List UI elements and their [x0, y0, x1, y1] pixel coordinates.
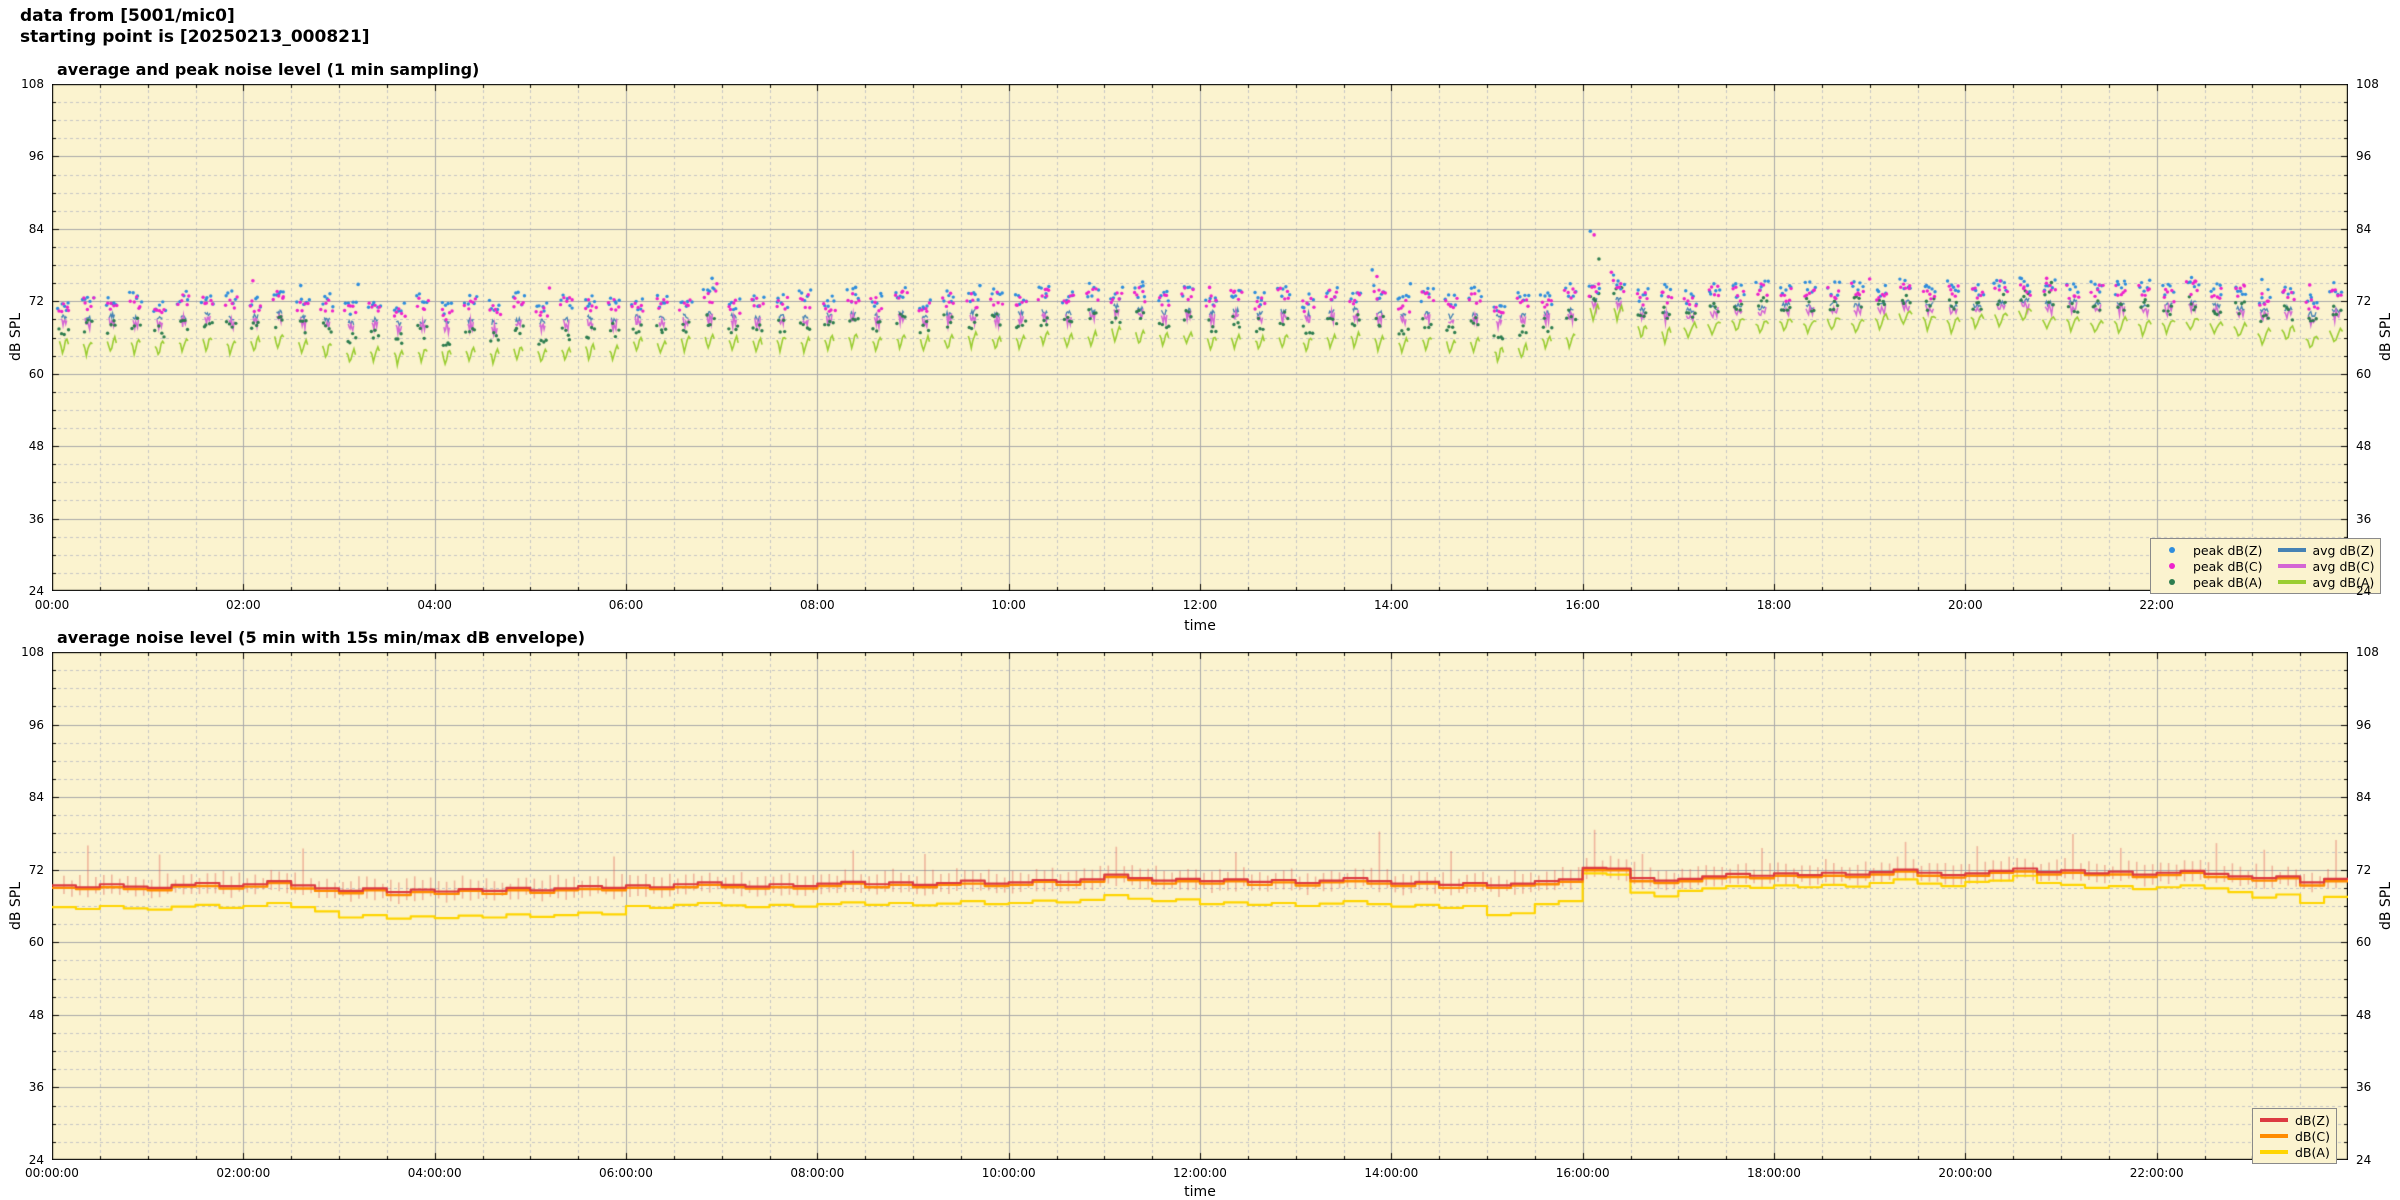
y-tick-label: 108: [21, 645, 44, 659]
legend-line-marker: [2259, 1118, 2289, 1122]
y-tick-label: 24: [28, 1153, 44, 1167]
y-tick-label: 60: [28, 366, 44, 381]
legend-line-marker: [2259, 1134, 2289, 1138]
header-line-1: data from [5001/mic0]: [20, 6, 235, 26]
legend-line-marker: [2259, 1150, 2289, 1154]
y-tick-label: 48: [28, 1007, 44, 1022]
y-tick-label: 72: [2356, 862, 2372, 877]
x-tick-label: 00:00:00: [25, 1166, 79, 1180]
x-tick-label: 12:00:00: [1173, 1166, 1227, 1180]
x-tick-label: 02:00:00: [216, 1166, 271, 1180]
legend-label: dB(Z): [2295, 1112, 2330, 1128]
y-tick-label: 36: [28, 1080, 44, 1095]
x-tick-label: 14:00:00: [1364, 1166, 1419, 1180]
chart-bottom-ylabel-left: dB SPL: [8, 881, 24, 931]
x-tick-label: 12:00: [1182, 598, 1218, 612]
y-tick-label: 72: [28, 862, 44, 877]
y-tick-label: 84: [2356, 221, 2372, 236]
chart-top-title: average and peak noise level (1 min samp…: [57, 60, 480, 79]
x-tick-label: 06:00:00: [599, 1166, 653, 1180]
x-tick-label: 16:00:00: [1555, 1166, 1610, 1180]
legend-label: peak dB(Z): [2193, 542, 2263, 558]
y-tick-label: 72: [28, 294, 44, 309]
y-tick-label: 84: [28, 790, 44, 805]
legend-label: avg dB(Z): [2312, 542, 2375, 558]
chart-bottom-xlabel: time: [1184, 1184, 1216, 1200]
legend-label: dB(A): [2295, 1144, 2330, 1160]
chart-top-ylabel-left: dB SPL: [8, 312, 24, 362]
y-tick-label: 24: [2356, 1153, 2372, 1167]
x-tick-label: 04:00:00: [407, 1166, 462, 1180]
legend-item: peak dB(A): [2157, 574, 2263, 590]
y-tick-label: 60: [2356, 935, 2372, 950]
legend-item: avg dB(A): [2277, 574, 2375, 590]
legend-item: peak dB(C): [2157, 558, 2263, 574]
y-tick-label: 36: [28, 511, 44, 526]
y-tick-label: 36: [2356, 511, 2372, 526]
x-tick-label: 10:00:00: [981, 1166, 1036, 1180]
header-line-2: starting point is [20250213_000821]: [20, 27, 370, 47]
x-tick-label: 16:00: [1565, 598, 1600, 612]
legend-item: dB(C): [2259, 1128, 2330, 1144]
y-tick-label: 108: [21, 77, 44, 91]
legend-label: avg dB(A): [2312, 574, 2375, 590]
legend-label: avg dB(C): [2312, 558, 2375, 574]
x-tick-label: 18:00:00: [1747, 1166, 1801, 1180]
legend-item: avg dB(Z): [2277, 542, 2375, 558]
x-tick-label: 02:00: [226, 598, 261, 612]
x-tick-label: 10:00: [991, 598, 1026, 612]
legend-item: avg dB(C): [2277, 558, 2375, 574]
y-tick-label: 48: [28, 439, 44, 454]
chart-top-xlabel: time: [1184, 618, 1216, 634]
y-tick-label: 24: [28, 584, 44, 598]
y-tick-label: 96: [2356, 149, 2372, 164]
x-tick-label: 20:00:00: [1938, 1166, 1993, 1180]
y-tick-label: 96: [28, 717, 44, 732]
legend-dot-marker: [2157, 547, 2187, 553]
y-tick-label: 60: [2356, 366, 2372, 381]
chart-top-plot: [52, 84, 2348, 591]
legend-dot-marker: [2157, 563, 2187, 569]
legend-label: dB(C): [2295, 1128, 2330, 1144]
x-tick-label: 08:00: [800, 598, 835, 612]
x-tick-label: 22:00: [2139, 598, 2174, 612]
legend-item: peak dB(Z): [2157, 542, 2263, 558]
y-tick-label: 60: [28, 935, 44, 950]
y-tick-label: 108: [2356, 645, 2379, 659]
x-tick-label: 00:00: [34, 598, 70, 612]
x-tick-label: 14:00: [1374, 598, 1409, 612]
x-tick-label: 08:00:00: [790, 1166, 845, 1180]
y-tick-label: 48: [2356, 1007, 2372, 1022]
chart-bottom-title: average noise level (5 min with 15s min/…: [57, 628, 586, 647]
legend-line-marker: [2277, 580, 2307, 584]
x-tick-label: 06:00: [608, 598, 644, 612]
legend-item: dB(A): [2259, 1144, 2330, 1160]
chart-bottom-legend: dB(Z) dB(C) dB(A): [2252, 1108, 2337, 1164]
x-tick-label: 20:00: [1948, 598, 1983, 612]
y-tick-label: 96: [28, 149, 44, 164]
y-tick-label: 96: [2356, 717, 2372, 732]
legend-label: peak dB(A): [2193, 574, 2263, 590]
chart-bottom-ylabel-right: dB SPL: [2378, 881, 2394, 931]
legend-label: peak dB(C): [2193, 558, 2263, 574]
y-tick-label: 48: [2356, 439, 2372, 454]
x-tick-label: 18:00: [1756, 598, 1792, 612]
y-tick-label: 36: [2356, 1080, 2372, 1095]
y-tick-label: 24: [2356, 584, 2372, 598]
y-tick-label: 84: [2356, 790, 2372, 805]
x-tick-label: 22:00:00: [2129, 1166, 2184, 1180]
y-tick-label: 72: [2356, 294, 2372, 309]
legend-item: dB(Z): [2259, 1112, 2330, 1128]
chart-top-ylabel-right: dB SPL: [2378, 312, 2394, 362]
legend-dot-marker: [2157, 579, 2187, 585]
chart-bottom-plot: [52, 652, 2348, 1160]
legend-line-marker: [2277, 564, 2307, 568]
legend-line-marker: [2277, 548, 2307, 552]
y-tick-label: 84: [28, 221, 44, 236]
x-tick-label: 04:00: [417, 598, 452, 612]
chart-top-legend: peak dB(Z) peak dB(C) peak dB(A) avg dB(Z) a…: [2150, 538, 2382, 594]
y-tick-label: 108: [2356, 77, 2379, 91]
